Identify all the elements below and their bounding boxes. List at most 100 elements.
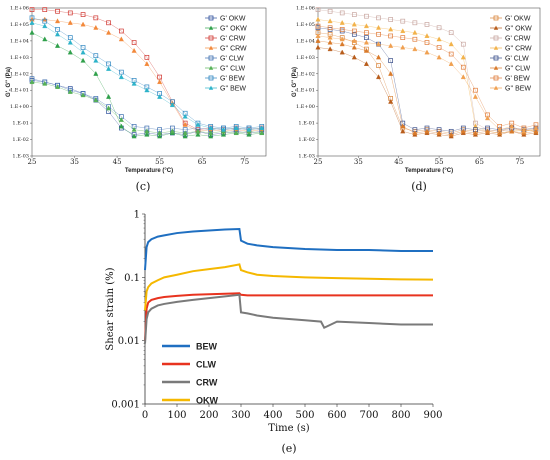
data-point [412, 29, 418, 35]
data-point [327, 34, 333, 40]
data-point [106, 20, 111, 26]
data-point [376, 41, 382, 47]
data-point [195, 131, 201, 137]
x-tick-label: 300 [231, 410, 250, 421]
y-axis-label: G', G'' (Pa) [292, 67, 298, 97]
legend-label: G'' CRW [220, 46, 247, 53]
data-point [259, 125, 265, 131]
legend-entry: G' BEW [490, 76, 530, 83]
y-tick-label: 0.01 [118, 336, 140, 347]
data-point [388, 70, 394, 76]
legend-label: BEW [196, 342, 218, 352]
data-point [169, 128, 175, 134]
legend-label: G'' CLW [220, 66, 245, 73]
data-point [448, 61, 454, 66]
legend-label: G'' BEW [505, 86, 531, 93]
data-point [144, 131, 150, 137]
legend-entry: G' CRW [205, 36, 246, 43]
legend-marker [493, 45, 499, 50]
series-line [317, 9, 536, 132]
legend-marker [208, 85, 214, 90]
legend-label: G' CRW [505, 36, 531, 43]
data-point [436, 54, 442, 60]
data-point [259, 130, 265, 135]
data-point [80, 21, 86, 27]
data-point [80, 57, 86, 63]
legend-marker [493, 75, 499, 81]
data-point [327, 8, 333, 14]
data-point [93, 97, 99, 103]
data-point [400, 28, 406, 34]
data-point [80, 92, 86, 98]
data-point [351, 54, 357, 60]
data-point [376, 31, 381, 37]
data-point [157, 130, 163, 135]
data-point [351, 38, 357, 43]
data-point [208, 133, 214, 139]
legend-label: G' OKW [220, 16, 246, 23]
data-point [436, 45, 442, 50]
y-tick-label: 1.E+02 [10, 71, 29, 77]
data-point [67, 35, 73, 40]
y-tick-label: 1.E-03 [298, 154, 315, 160]
series-line-okw [144, 263, 434, 311]
legend-marker [493, 25, 499, 30]
data-point [131, 133, 137, 139]
data-point [376, 74, 382, 80]
data-point [220, 126, 226, 132]
data-point [424, 33, 430, 38]
data-point [400, 35, 406, 40]
data-point [436, 36, 442, 42]
data-point [448, 131, 454, 137]
legend-entry: G'' CRW [490, 46, 532, 53]
data-point [339, 41, 345, 47]
data-point [473, 87, 478, 93]
data-point [388, 17, 394, 22]
legend-entry: BEW [162, 342, 218, 352]
data-point [54, 42, 61, 48]
data-point [80, 49, 86, 55]
data-point [388, 58, 394, 63]
legend-marker [208, 65, 214, 70]
data-point [157, 74, 162, 80]
data-point [67, 10, 73, 16]
legend-entry: G'' CRW [205, 46, 247, 53]
data-point [484, 128, 491, 134]
data-point [131, 126, 137, 132]
data-point [424, 49, 430, 55]
data-point [412, 36, 418, 42]
legend-label: G' CLW [505, 56, 529, 63]
y-tick-label: 1.E+01 [296, 88, 315, 94]
data-point [363, 61, 369, 66]
data-point [42, 7, 48, 12]
data-point [54, 18, 61, 24]
data-point [55, 8, 60, 14]
x-axis-label: Temperature (°C) [125, 168, 173, 174]
legend-marker [208, 45, 214, 50]
y-axis-label: Shear strain (%) [105, 267, 116, 350]
legend-label: G' CLW [220, 56, 244, 63]
legend-entry: G'' OKW [490, 26, 532, 33]
y-tick-label: 1.E-01 [12, 121, 29, 127]
data-point [54, 84, 61, 89]
data-point [93, 70, 99, 76]
x-tick-label: 75 [515, 158, 524, 166]
series-gpp-bew [29, 19, 265, 132]
data-point [157, 133, 163, 139]
data-point [364, 35, 369, 40]
data-point [460, 128, 466, 134]
data-point [448, 41, 454, 47]
series-line-crw [144, 293, 433, 344]
y-tick-label: 1.E+02 [296, 71, 315, 77]
data-point [339, 49, 345, 55]
x-tick-label: 100 [167, 410, 186, 421]
x-tick-label: 200 [199, 410, 218, 421]
data-point [533, 125, 539, 131]
data-point [106, 105, 112, 111]
data-point [363, 23, 369, 29]
panel-caption: (c) [136, 180, 151, 193]
data-point [67, 39, 73, 45]
series-gpp-bew [315, 33, 539, 134]
x-tick-label: 75 [240, 158, 249, 166]
